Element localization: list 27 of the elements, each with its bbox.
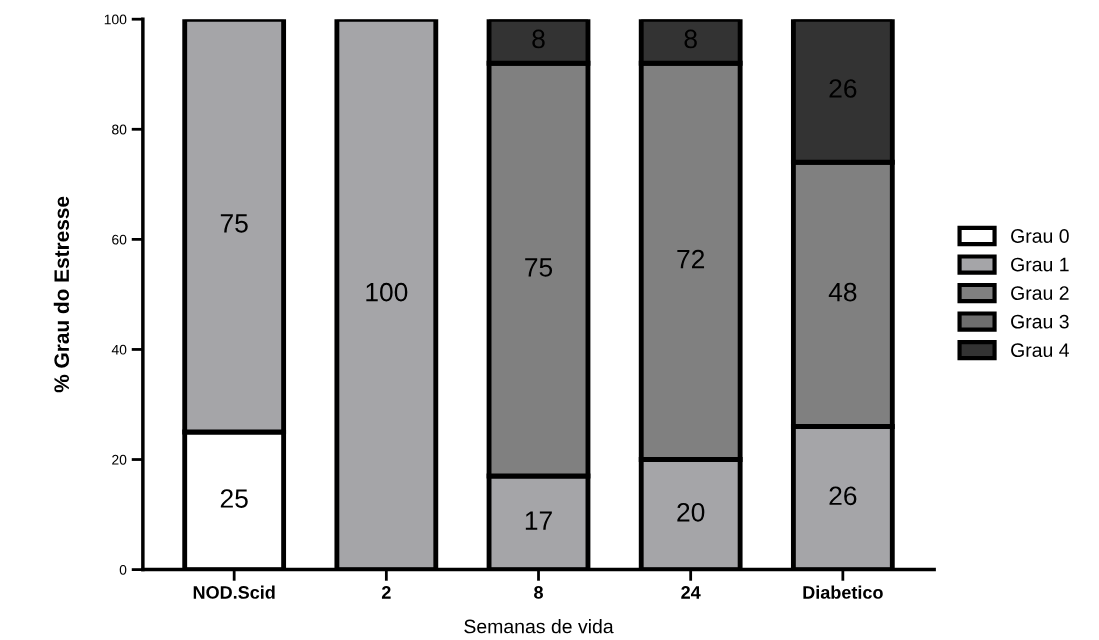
legend-label: Grau 0 [1011,229,1069,243]
y-tick-label: 0 [119,564,127,575]
y-tick-label: 100 [104,14,127,25]
data-label: 48 [828,282,857,302]
y-axis-title: % Grau do Estresse [53,196,70,393]
legend-label: Grau 4 [1011,343,1069,358]
data-label: 26 [829,486,857,506]
x-tick-label: 8 [534,586,543,599]
data-label: 17 [525,511,552,530]
x-tick-label: NOD.Scid [193,585,275,599]
data-label: 72 [677,249,705,269]
y-tick-label: 40 [111,344,127,355]
x-tick-label: 24 [681,586,701,599]
y-tick-label: 80 [112,124,127,135]
y-tick-label: 60 [112,234,127,245]
x-tick-label: 2 [381,586,391,599]
data-label: 100 [366,282,408,302]
data-label: 75 [220,214,248,233]
legend-label: Grau 1 [1011,257,1069,272]
legend-label: Grau 3 [1011,314,1069,329]
data-label: 25 [220,489,248,508]
data-label: 20 [677,502,705,522]
x-axis-title: Semanas de vida [464,619,614,634]
y-tick-label: 20 [112,454,127,465]
legend-label: Grau 2 [1011,286,1069,300]
data-label: 75 [525,258,553,277]
x-tick-label: Diabetico [803,585,883,599]
